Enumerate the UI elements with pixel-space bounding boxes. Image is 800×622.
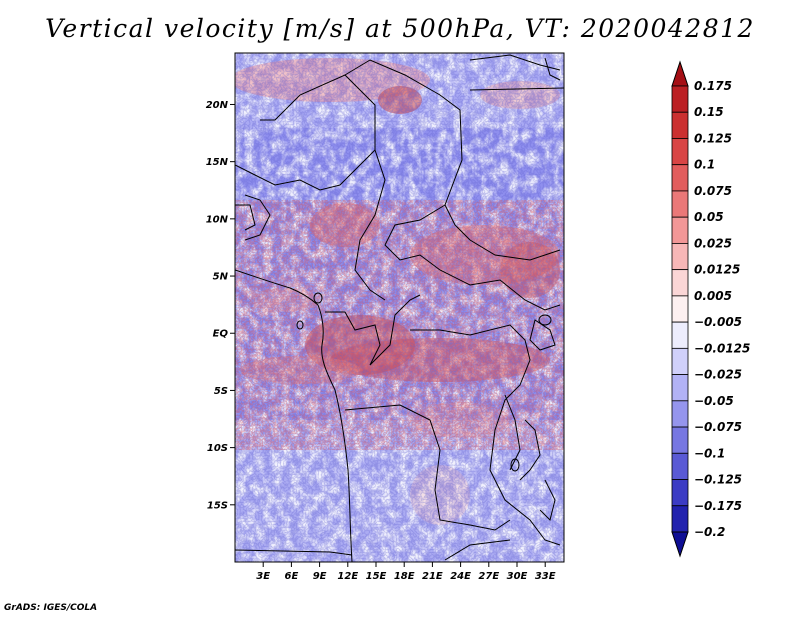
island-outlines <box>296 292 552 472</box>
colorbar-label: −0.1 <box>694 446 725 460</box>
colorbar-segment <box>671 347 689 375</box>
lon-tick-label: 6E <box>285 571 299 582</box>
lat-tick-label: 10S <box>207 443 228 454</box>
lon-tick-label: 9E <box>313 571 327 582</box>
lat-tick-label: EQ <box>213 329 229 340</box>
colorbar-segment <box>671 269 689 297</box>
colorbar-label: 0.025 <box>694 236 732 250</box>
colorbar-segment <box>671 190 689 218</box>
colorbar-segment <box>671 505 689 533</box>
colorbar-label: −0.075 <box>694 420 742 434</box>
colorbar-segment <box>671 400 689 428</box>
colorbar-label: 0.05 <box>694 210 724 224</box>
lon-tick-label: 18E <box>394 571 415 582</box>
colorbar-label: −0.125 <box>694 473 742 487</box>
colorbar-label: 0.0125 <box>694 263 740 277</box>
colorbar-segment <box>671 479 689 507</box>
colorbar-segment <box>671 374 689 402</box>
colorbar-label: −0.005 <box>694 315 742 329</box>
latitude-axis: 20N 15N 10N 5N EQ 5S 10S 15S <box>206 100 235 511</box>
colorbar-label: 0.125 <box>694 131 732 145</box>
colorbar: 0.175 0.15 0.125 0.1 0.075 0.05 0.025 0.0125 0.0… <box>671 60 750 558</box>
lon-tick-label: 15E <box>366 571 387 582</box>
colorbar-label: 0.005 <box>694 289 732 303</box>
map-frame <box>234 52 565 563</box>
colorbar-segment <box>671 426 689 454</box>
velocity-field <box>235 53 564 562</box>
colorbar-segment <box>671 164 689 192</box>
colorbar-max-triangle <box>671 60 689 87</box>
lon-tick-label: 12E <box>337 571 358 582</box>
colorbar-label: 0.1 <box>694 158 715 172</box>
longitude-axis: 3E 6E 9E 12E 15E 18E 21E 24E 27E 30E 33E <box>256 562 556 582</box>
colorbar-label: −0.025 <box>694 368 742 382</box>
lat-tick-label: 15N <box>206 157 229 168</box>
colorbar-label: 0.075 <box>694 184 732 198</box>
colorbar-segment <box>671 85 689 113</box>
lon-tick-label: 27E <box>478 571 499 582</box>
lat-tick-label: 5N <box>213 272 229 283</box>
map-title: Vertical velocity [m/s] at 500hPa, VT: 2… <box>45 14 755 43</box>
lon-tick-label: 33E <box>535 571 556 582</box>
country-borders <box>235 54 564 562</box>
colorbar-label: −0.05 <box>694 394 734 408</box>
lon-tick-label: 30E <box>507 571 528 582</box>
colorbar-label: −0.2 <box>694 525 725 539</box>
lon-tick-label: 3E <box>256 571 270 582</box>
colorbar-segment <box>671 321 689 349</box>
colorbar-label: 0.175 <box>694 79 732 93</box>
colorbar-segment <box>671 216 689 244</box>
colorbar-segment <box>671 138 689 166</box>
lon-tick-label: 21E <box>422 571 443 582</box>
colorbar-label: −0.175 <box>694 499 742 513</box>
colorbar-segment <box>671 243 689 271</box>
lat-tick-label: 15S <box>207 500 228 511</box>
colorbar-label: 0.15 <box>694 105 724 119</box>
lat-tick-label: 20N <box>206 100 229 111</box>
colorbar-min-triangle <box>671 531 689 558</box>
colorbar-label: −0.0125 <box>694 341 750 355</box>
colorbar-segment <box>671 452 689 480</box>
grads-credit: GrADS: IGES/COLA <box>4 603 98 613</box>
colorbar-segment <box>671 111 689 139</box>
lat-tick-label: 5S <box>214 386 228 397</box>
lat-tick-label: 10N <box>206 214 229 225</box>
lon-tick-label: 24E <box>450 571 471 582</box>
colorbar-segment <box>671 295 689 323</box>
